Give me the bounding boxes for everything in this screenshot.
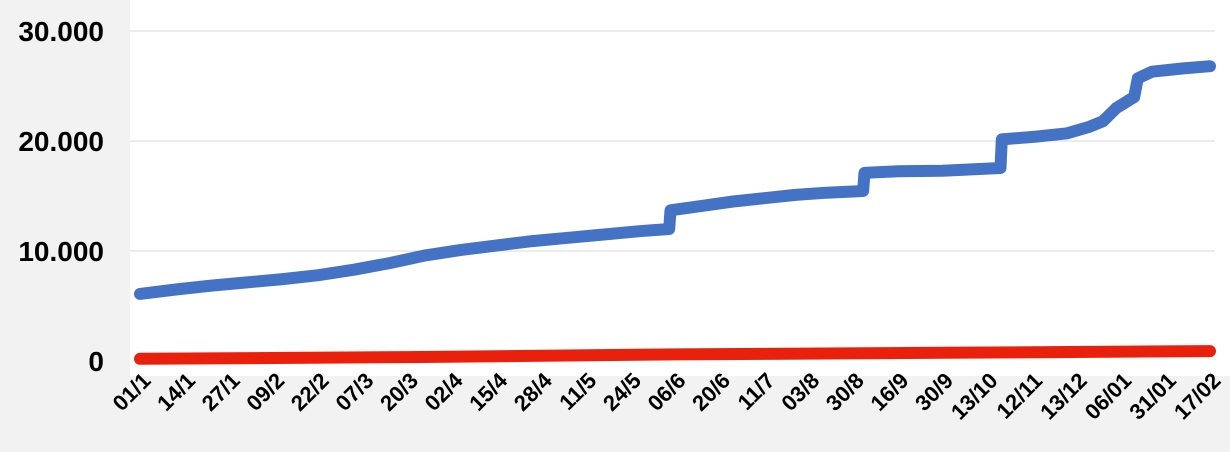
plot-area [130, 0, 1230, 376]
y-tick-label: 20.000 [18, 126, 104, 157]
y-tick-label: 10.000 [18, 236, 104, 267]
series-lines [134, 60, 1216, 365]
series-line-1 [134, 60, 1216, 300]
y-tick-label: 30.000 [18, 16, 104, 47]
series-line-2 [134, 345, 1216, 365]
x-tick-label: 13/10 [946, 368, 1003, 425]
gridlines [130, 0, 1230, 376]
x-tick-label: 31/01 [1124, 368, 1181, 425]
x-tick-label: 13/12 [1035, 368, 1092, 425]
x-tick-label: 06/01 [1080, 368, 1137, 425]
y-tick-label: 0 [88, 346, 104, 377]
y-axis-tick-labels: 0 10.000 20.000 30.000 [18, 16, 104, 377]
x-tick-label: 17/02 [1169, 368, 1226, 425]
x-tick-label: 12/11 [991, 368, 1047, 424]
